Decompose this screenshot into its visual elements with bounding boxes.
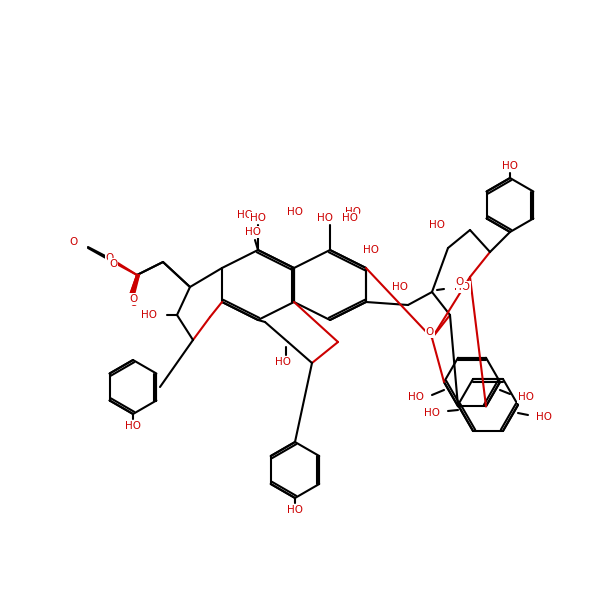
Text: HO: HO (345, 207, 361, 217)
Text: HO: HO (250, 213, 266, 223)
Text: HO: HO (424, 408, 440, 418)
Text: HO: HO (454, 282, 470, 292)
Text: HO: HO (125, 421, 141, 431)
Text: O: O (456, 277, 464, 287)
Text: HO: HO (287, 207, 303, 217)
Text: HO: HO (287, 505, 303, 515)
Text: HO: HO (342, 213, 358, 223)
Text: O: O (109, 259, 117, 269)
Text: HO: HO (429, 220, 445, 230)
Text: HO: HO (502, 161, 518, 171)
Text: HO: HO (245, 227, 261, 237)
Text: O: O (106, 253, 114, 263)
Text: O: O (130, 298, 138, 308)
Text: O: O (426, 327, 434, 337)
Text: HO: HO (237, 210, 253, 220)
Text: O: O (70, 237, 78, 247)
Text: HO: HO (392, 282, 408, 292)
Text: O: O (129, 294, 137, 304)
Text: HO: HO (317, 213, 333, 223)
Text: HO: HO (363, 245, 379, 255)
Text: HO: HO (141, 310, 157, 320)
Text: HO: HO (536, 412, 552, 422)
Text: HO: HO (275, 357, 291, 367)
Text: HO: HO (518, 392, 534, 402)
Text: HO: HO (408, 392, 424, 402)
